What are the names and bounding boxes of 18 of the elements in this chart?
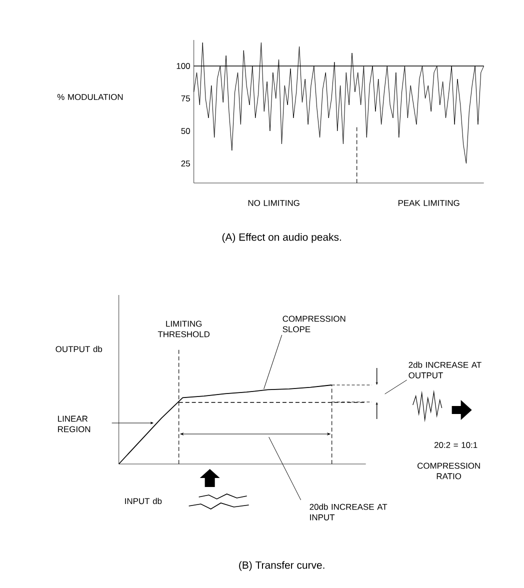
text: PEAK LIMITING: [398, 200, 460, 206]
text: COMPRESSION RATIO: [418, 462, 480, 480]
text: (B) Transfer curve.: [239, 561, 324, 571]
x-axis-title: INPUT db: [125, 498, 162, 504]
text: (A) Effect on audio peaks.: [222, 233, 342, 243]
y-tick-label: 25: [181, 160, 190, 166]
text: 2db INCREASE AT OUTPUT: [408, 362, 482, 378]
y-tick-label: 100: [176, 63, 190, 69]
text: NO LIMITING: [248, 200, 300, 206]
y-axis-title: OUTPUT db: [56, 346, 102, 352]
text: COMPRESSION SLOPE: [282, 316, 346, 332]
text: 20db INCREASE AT INPUT: [310, 504, 388, 520]
text: LINEAR REGION: [58, 416, 90, 432]
text: 20:2 = 10:1: [434, 442, 478, 448]
y-tick-label: 75: [181, 96, 190, 102]
text: LIMITING THRESHOLD: [158, 320, 210, 338]
y-tick-label: 50: [181, 128, 190, 134]
y-axis-title: % MODULATION: [58, 94, 123, 100]
